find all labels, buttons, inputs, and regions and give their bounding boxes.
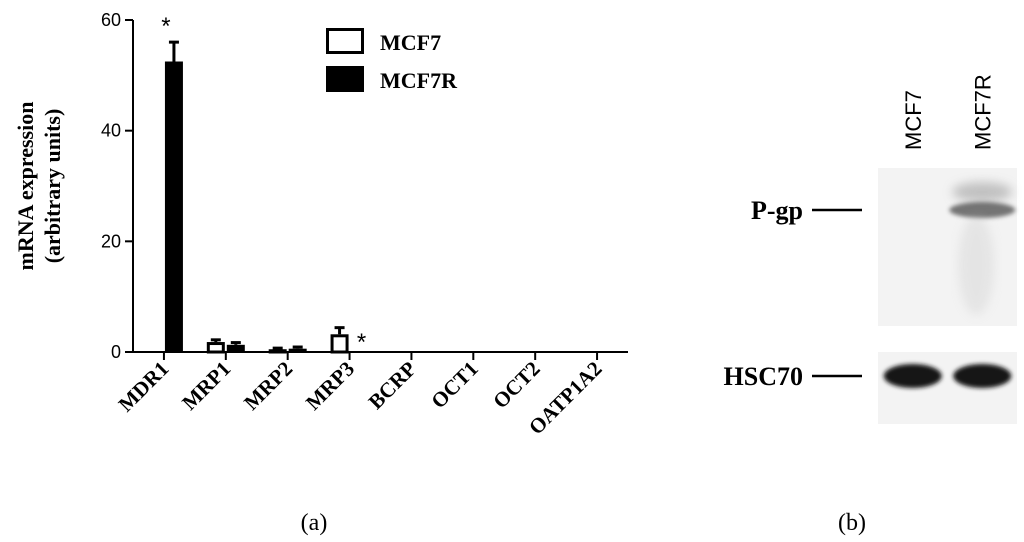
x-tick-label: OCT1 (426, 357, 483, 414)
band-label: HSC70 (724, 362, 803, 391)
bar (330, 334, 349, 354)
blot-band (883, 364, 942, 388)
y-tick-label: 20 (101, 231, 121, 251)
x-tick-label: OCT2 (488, 357, 545, 414)
bar (206, 342, 225, 354)
lane-label: MCF7R (970, 74, 995, 150)
blot-band (953, 364, 1012, 388)
blot-row: HSC70 (724, 352, 1017, 424)
legend: MCF7 MCF7R (326, 28, 458, 93)
legend-swatch (326, 28, 364, 54)
legend-label: MCF7 (380, 30, 441, 55)
blot-membrane (878, 352, 1017, 424)
bar (226, 344, 245, 352)
x-tick-label: BCRP (364, 356, 422, 414)
y-tick-label: 0 (111, 342, 121, 362)
panel-label-a: (a) (301, 510, 328, 536)
blot-rows: P-gp HSC70 (724, 168, 1017, 424)
blot-smear (958, 215, 995, 315)
significance-star: * (161, 13, 170, 40)
significance-star: * (357, 329, 366, 356)
y-tick-label: 60 (101, 10, 121, 30)
bar (268, 349, 287, 354)
y-axis-title-line: mRNA expression (13, 102, 38, 271)
annotations: ** (161, 13, 366, 356)
western-blot-panel: MCF7 MCF7R P-gp HSC70 (b) (724, 74, 1017, 536)
lane-label: MCF7 (901, 90, 926, 150)
y-tick-label: 40 (101, 121, 121, 141)
x-tick-label: MRP3 (301, 357, 359, 415)
x-tick-label: MDR1 (114, 357, 174, 417)
bar-chart-panel: mRNA expression (arbitrary units) 0 20 40 60… (13, 10, 628, 536)
blot-band (952, 182, 1013, 202)
panel-label-b: (b) (838, 510, 866, 536)
legend-swatch (326, 66, 364, 92)
y-axis-title: mRNA expression (arbitrary units) (13, 102, 65, 271)
x-tick-label: MRP2 (239, 357, 297, 415)
bars (164, 61, 349, 354)
bar (288, 348, 307, 352)
error-bars (168, 40, 345, 350)
y-axis: 0 20 40 60 (101, 10, 134, 362)
x-tick-label: MRP1 (177, 357, 235, 415)
blot-row: P-gp (751, 168, 1017, 326)
blot-band (949, 202, 1016, 218)
lane-labels: MCF7 MCF7R (901, 74, 996, 150)
legend-label: MCF7R (380, 68, 458, 93)
y-axis-title-line: (arbitrary units) (40, 109, 65, 264)
bar (164, 61, 183, 352)
band-label: P-gp (751, 196, 803, 225)
